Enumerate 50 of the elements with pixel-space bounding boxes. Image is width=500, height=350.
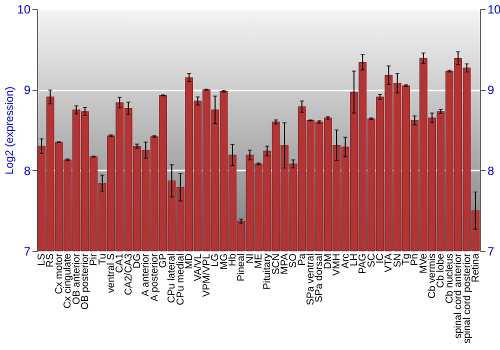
x-tick-label: CA2/CA3 xyxy=(123,253,134,296)
x-tick-label: Tg xyxy=(401,254,412,266)
x-tick-label: Pituitary xyxy=(262,254,274,290)
x-tick-label: Pn xyxy=(410,254,421,266)
x-tick-label: RS xyxy=(45,253,56,268)
x-tick-label: Cb nucleus xyxy=(444,254,456,304)
x-tick-label: VMH xyxy=(332,254,343,276)
x-tick-label: Pa xyxy=(296,253,308,266)
x-tick-label: SO xyxy=(288,253,300,268)
x-tick-label: ventral S xyxy=(106,253,117,293)
y2-tick-label: 9 xyxy=(488,83,494,98)
y2-tick-label: 7 xyxy=(488,244,494,258)
x-tick-label: Tu xyxy=(97,254,108,265)
x-tick-label: A posterior xyxy=(149,252,160,302)
x-tick-label: CA1 xyxy=(114,253,126,273)
x-tick-label: NI xyxy=(244,254,256,264)
y-tick-label: 7 xyxy=(24,244,31,258)
x-tick-label: LH xyxy=(348,254,360,266)
y2-tick-label: 8 xyxy=(488,164,494,178)
y-tick-label: 10 xyxy=(17,2,31,16)
x-tick-label: Pir xyxy=(88,252,100,266)
y2-tick-label: 10 xyxy=(488,2,500,16)
y-tick-label: 8 xyxy=(24,164,31,178)
x-tick-label: CPu medial xyxy=(175,254,186,306)
x-tick-label: Cx motor xyxy=(54,252,65,294)
x-tick-label: SN xyxy=(392,254,404,268)
x-tick-label: Pineal xyxy=(236,254,248,282)
x-tick-label: Retina xyxy=(470,253,482,282)
x-tick-label: MVe xyxy=(418,253,430,274)
x-tick-label: SPa dorsal xyxy=(314,254,326,302)
x-tick-label: Cb lobe xyxy=(436,253,447,288)
x-tick-label: Hb xyxy=(227,253,238,266)
x-tick-label: VTA xyxy=(384,253,395,272)
x-tick-label: OB anterior xyxy=(71,252,82,305)
x-tick-label: DM xyxy=(322,254,334,270)
x-tick-label: LG xyxy=(210,253,222,267)
x-tick-label: SCN xyxy=(270,254,282,275)
x-tick-label: IC xyxy=(374,254,386,264)
y-axis-title: Log2 (expression) xyxy=(4,86,16,175)
x-tick-label: OB posterior xyxy=(80,252,91,310)
x-tick-label: VPM/VPL xyxy=(201,253,212,297)
x-tick-label: SC xyxy=(366,254,378,268)
y-tick-label: 9 xyxy=(24,83,31,98)
x-tick-label: ME xyxy=(254,253,264,268)
x-tick-label: PAG xyxy=(358,253,369,274)
x-tick-label: spinal cord posterior xyxy=(462,252,473,344)
x-tick-label: spinal cord anterior xyxy=(453,252,464,339)
x-tick-label: A anterior xyxy=(140,252,152,296)
x-tick-label: Cx cingulate xyxy=(62,253,74,309)
x-tick-label: Arc xyxy=(340,254,352,268)
